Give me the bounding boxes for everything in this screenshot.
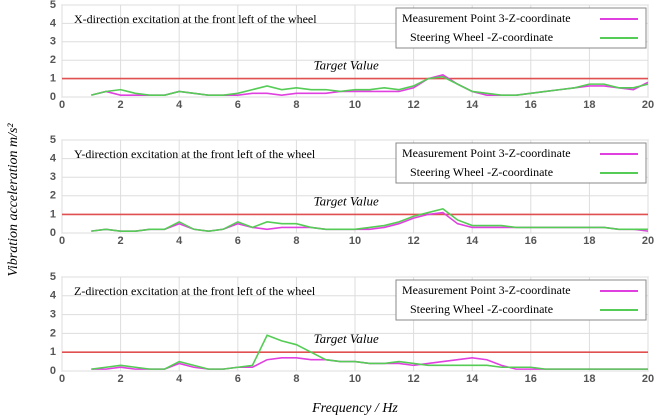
x-tick-label: 8 [293,235,299,247]
panel-title: X-direction excitation at the front left… [74,12,317,26]
legend-box [395,142,647,184]
legend-box [395,7,647,49]
y-tick-label: 0 [50,227,56,239]
x-tick-label: 20 [642,235,654,247]
panel-title: Z-direction excitation at the front left… [74,284,316,298]
x-tick-label: 10 [349,373,361,385]
x-tick-label: 16 [525,235,537,247]
x-tick-label: 14 [466,99,479,111]
target-label: Target Value [314,193,379,208]
x-tick-label: 8 [293,99,299,111]
legend-label: Steering Wheel -Z-coordinate [410,30,553,44]
x-tick-label: 6 [235,373,241,385]
x-tick-label: 0 [59,373,65,385]
x-tick-label: 6 [235,235,241,247]
data-line [91,207,648,232]
legend-label: Steering Wheel -Z-coordinate [410,302,553,316]
x-tick-label: 18 [583,235,595,247]
legend-label: Measurement Point 3-Z-coordinate [402,11,571,25]
y-axis-label: Vibration acceleration m/s² [6,123,21,277]
y-tick-label: 3 [50,171,56,183]
legend-label: Steering Wheel -Z-coordinate [410,165,553,179]
panel-title: Y-direction excitation at the front left… [74,147,316,161]
legend-label: Measurement Point 3-Z-coordinate [402,283,571,297]
y-tick-label: 5 [50,0,56,11]
x-tick-label: 20 [642,373,654,385]
y-tick-label: 1 [50,73,56,85]
x-tick-label: 10 [349,235,361,247]
x-tick-label: 20 [642,99,654,111]
x-tick-label: 2 [118,373,124,385]
x-tick-label: 14 [466,235,479,247]
x-axis-label: Frequency / Hz [311,401,398,416]
x-tick-label: 0 [59,99,65,111]
data-line [91,334,648,370]
y-tick-label: 4 [50,153,57,165]
legend-box [395,279,647,321]
x-tick-label: 2 [118,99,124,111]
x-tick-label: 4 [176,235,183,247]
x-tick-label: 0 [59,235,65,247]
x-tick-label: 18 [583,373,595,385]
y-tick-label: 0 [50,91,56,103]
y-tick-label: 3 [50,36,56,48]
target-label: Target Value [314,58,379,73]
x-tick-label: 12 [407,235,419,247]
x-tick-label: 8 [293,373,299,385]
x-tick-label: 6 [235,99,241,111]
y-tick-label: 2 [50,54,56,66]
y-tick-label: 3 [50,309,56,321]
y-tick-label: 0 [50,365,56,377]
legend-label: Measurement Point 3-Z-coordinate [402,146,571,160]
x-tick-label: 16 [525,373,537,385]
y-tick-label: 4 [50,290,57,302]
y-tick-label: 2 [50,190,56,202]
x-tick-label: 10 [349,99,361,111]
x-tick-label: 12 [407,99,419,111]
target-label: Target Value [314,331,379,346]
y-tick-label: 1 [50,208,56,220]
y-tick-label: 4 [50,17,57,29]
y-tick-label: 5 [50,271,56,283]
data-line [91,75,649,96]
x-tick-label: 18 [583,99,595,111]
x-tick-label: 16 [525,99,537,111]
x-tick-label: 12 [407,373,419,385]
x-tick-label: 4 [176,373,183,385]
y-tick-label: 2 [50,327,56,339]
x-tick-label: 14 [466,373,479,385]
x-tick-label: 2 [118,235,124,247]
y-tick-label: 1 [50,346,56,358]
y-tick-label: 5 [50,134,56,146]
x-tick-label: 4 [176,99,183,111]
